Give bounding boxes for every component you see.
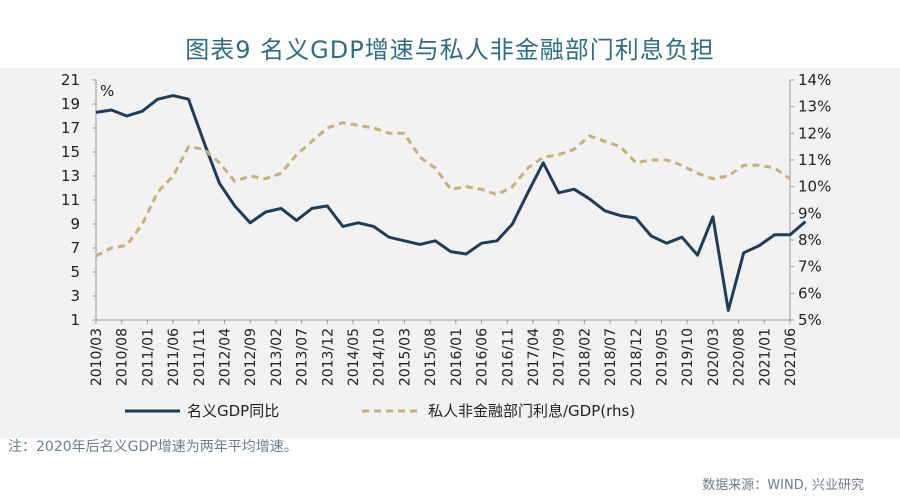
left-tick-label: 19 [61, 95, 80, 113]
data-source: 数据来源：WIND, 兴业研究 [702, 478, 864, 493]
right-tick-label: 10% [798, 178, 831, 196]
x-tick-label: 2018/07 [603, 328, 619, 386]
x-tick-label: 2013/02 [269, 328, 285, 386]
x-tick-label: 2021/06 [783, 328, 799, 386]
x-tick-label: 2013/12 [320, 328, 336, 386]
x-tick-label: 2020/03 [706, 328, 722, 386]
x-tick-label: 2011/06 [166, 328, 182, 386]
x-tick-label: 2013/07 [295, 328, 311, 386]
left-tick-label: 15 [61, 143, 80, 161]
x-tick-label: 2010/08 [115, 328, 131, 386]
left-tick-label: 7 [70, 239, 80, 257]
left-tick-label: 5 [70, 263, 80, 281]
left-tick-label: 13 [61, 167, 80, 185]
x-tick-label: 2011/11 [192, 328, 208, 386]
x-tick-label: 2019/05 [654, 328, 670, 386]
right-tick-label: 13% [798, 98, 831, 116]
chart-area: 1 3 5 7 9 11 13 15 17 19 21 5% 6% 7% 8% 9% 10% 11% 12% 13% 1… [0, 68, 900, 438]
x-tick-label: 2020/08 [732, 328, 748, 386]
left-axis-unit: % [100, 82, 114, 100]
legend-label-interest: 私人非金融部门利息/GDP(rhs) [428, 402, 635, 420]
left-tick-label: 17 [61, 119, 80, 137]
right-tick-label: 12% [798, 124, 831, 142]
right-tick-label: 7% [798, 258, 822, 276]
x-tick-label: 2012/09 [243, 328, 259, 386]
left-tick-label: 1 [70, 311, 80, 329]
x-tick-label: 2016/06 [475, 328, 491, 386]
right-tick-label: 14% [798, 71, 831, 89]
x-tick-label: 2011/01 [140, 328, 156, 386]
right-tick-label: 6% [798, 284, 822, 302]
x-tick-label: 2018/02 [577, 328, 593, 386]
x-tick-label: 2016/11 [500, 328, 516, 386]
right-tick-label: 11% [798, 151, 831, 169]
footnote: 注：2020年后名义GDP增速为两年平均增速。 [8, 439, 298, 455]
line-chart: 135791113151719215%6%7%8%9%10%11%12%13%1… [61, 71, 831, 420]
x-tick-label: 2014/10 [372, 328, 388, 386]
x-tick-label: 2021/01 [757, 328, 773, 386]
left-tick-label: 21 [61, 71, 80, 89]
x-tick-label: 2012/04 [218, 328, 234, 386]
x-tick-label: 2015/08 [423, 328, 439, 386]
left-tick-label: 11 [61, 191, 80, 209]
interest-burden-line [95, 121, 791, 258]
right-tick-label: 8% [798, 231, 822, 249]
x-tick-label: 2018/12 [629, 328, 645, 386]
x-tick-label: 2014/05 [346, 328, 362, 386]
x-tick-label: 2019/10 [680, 328, 696, 386]
x-tick-label: 2010/03 [89, 328, 105, 386]
x-tick-label: 2016/01 [449, 328, 465, 386]
x-tick-label: 2017/04 [526, 328, 542, 386]
chart-title: 图表9 名义GDP增速与私人非金融部门利息负担 [185, 36, 715, 64]
right-tick-label: 5% [798, 311, 822, 329]
left-tick-label: 3 [70, 287, 80, 305]
legend-label-gdp: 名义GDP同比 [187, 402, 279, 420]
right-tick-label: 9% [798, 204, 822, 222]
x-tick-label: 2015/03 [397, 328, 413, 386]
left-tick-label: 9 [70, 215, 80, 233]
gdp-growth-line [95, 94, 807, 312]
x-tick-label: 2017/09 [552, 328, 568, 386]
